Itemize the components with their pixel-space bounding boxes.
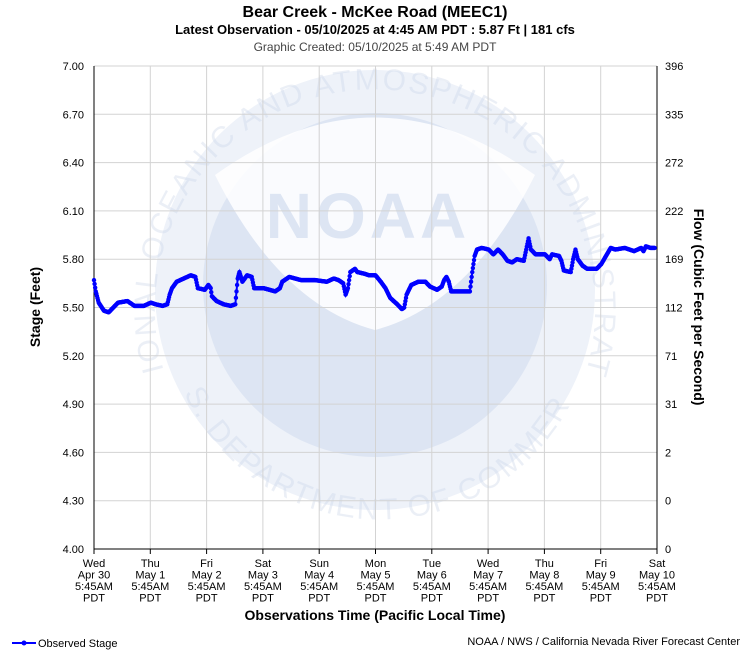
data-point	[234, 282, 240, 288]
data-point	[347, 273, 352, 279]
data-point	[468, 284, 473, 289]
data-point	[469, 274, 474, 280]
x-tick-label: Fri May 2 5:45AM PDT	[188, 558, 226, 605]
data-point	[345, 285, 351, 291]
data-point	[92, 281, 97, 287]
x-tick-label: Wed Apr 30 5:45AM PDT	[75, 558, 113, 605]
y-tick-label: 4.00	[63, 544, 84, 556]
data-point	[471, 257, 477, 263]
data-point	[233, 295, 239, 301]
data-point	[346, 281, 351, 287]
graphic-created: Graphic Created: 05/10/2025 at 5:49 AM P…	[254, 40, 497, 54]
series-observed-stage	[91, 236, 657, 315]
x-tick-labels: Wed Apr 30 5:45AM PDT Thu May 1 5:45AM PDT Fri Ma…	[75, 558, 676, 605]
y-tick-label: 6.40	[63, 158, 84, 170]
x-tick-label: Thu May 1 5:45AM PDT	[131, 558, 169, 605]
legend: Observed Stage	[12, 638, 118, 650]
x-tick-label: Sat May 10 5:45AM PDT	[638, 558, 676, 605]
chart-subtitle: Latest Observation - 05/10/2025 at 4:45 …	[175, 22, 575, 37]
y-tick-label: 5.80	[63, 254, 84, 266]
data-point	[234, 289, 239, 294]
data-point	[208, 285, 213, 291]
legend-label: Observed Stage	[38, 638, 118, 650]
y2-tick-label: 71	[665, 351, 677, 363]
y2-tick-label: 2	[665, 447, 671, 459]
x-axis-title: Observations Time (Pacific Local Time)	[245, 607, 506, 623]
chart-grid	[93, 65, 658, 550]
noaa-logo-text: NOAA	[266, 180, 470, 252]
y2-tick-label: 335	[665, 109, 683, 121]
y-tick-label: 4.30	[63, 496, 84, 508]
y2-tick-label: 272	[665, 158, 683, 170]
x-tick-label: Sat May 3 5:45AM PDT	[244, 558, 282, 605]
data-point	[467, 289, 473, 294]
data-point	[91, 277, 97, 283]
y2-tick-labels: 396 335 272 222 169 112 71 31 2 0 0	[665, 61, 683, 556]
y-tick-label: 5.20	[63, 351, 84, 363]
y2-tick-label: 0	[665, 544, 671, 556]
x-tick-label: Sun May 4 5:45AM PDT	[300, 558, 338, 605]
noaa-watermark: NOAA NATIONAL OCEANIC AND ATMOSPHERIC AD…	[0, 0, 619, 527]
y-tick-label: 7.00	[63, 61, 84, 73]
data-point	[233, 302, 238, 307]
y-tick-label: 6.10	[63, 206, 84, 218]
legend-marker	[21, 640, 27, 646]
y-tick-label: 5.50	[63, 303, 84, 315]
data-point	[652, 245, 657, 251]
chart-axes	[93, 66, 658, 554]
footer-credit: NOAA / NWS / California Nevada River For…	[467, 636, 740, 648]
y2-tick-label: 0	[665, 496, 671, 508]
data-point	[92, 285, 98, 290]
data-point	[470, 269, 475, 275]
chart-title: Bear Creek - McKee Road (MEEC1)	[243, 4, 508, 21]
y2-tick-label: 31	[665, 399, 677, 411]
y2-tick-label: 169	[665, 254, 683, 266]
x-tick-label: Mon May 5 5:45AM PDT	[357, 558, 395, 605]
x-tick-label: Tue May 6 5:45AM PDT	[413, 558, 451, 605]
y-tick-labels: 7.00 6.70 6.40 6.10 5.80 5.50 5.20 4.90 4.60 4.30…	[63, 61, 84, 556]
data-point	[468, 279, 474, 284]
data-point	[346, 277, 352, 283]
x-tick-label: Thu May 8 5:45AM PDT	[525, 558, 563, 605]
y2-tick-label: 222	[665, 206, 683, 218]
x-tick-label: Wed May 7 5:45AM PDT	[469, 558, 507, 605]
y-tick-label: 4.60	[63, 447, 84, 459]
x-tick-label: Fri May 9 5:45AM PDT	[582, 558, 620, 605]
y-tick-label: 4.90	[63, 399, 84, 411]
y2-tick-label: 396	[665, 61, 683, 73]
y2-axis-title: Flow (Cubic Feet per Second)	[691, 209, 707, 406]
y-tick-label: 6.70	[63, 109, 84, 121]
data-point	[470, 265, 476, 271]
data-point	[209, 290, 214, 295]
data-point	[471, 261, 476, 267]
y-axis-title: Stage (Feet)	[27, 267, 43, 347]
y2-tick-label: 112	[665, 303, 683, 315]
